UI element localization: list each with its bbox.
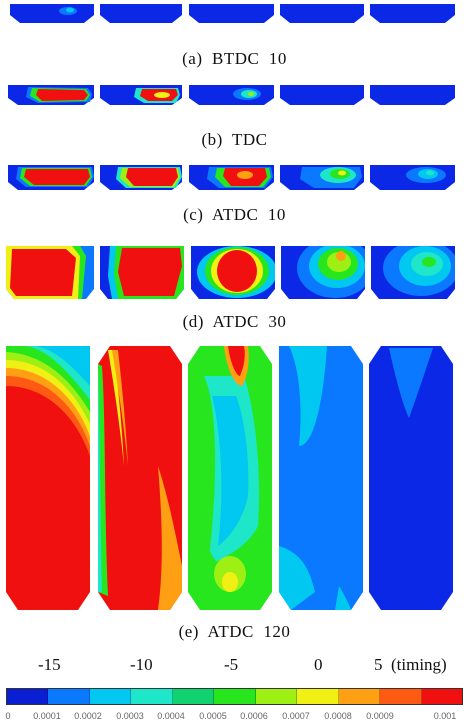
- contour-atdc10-timing-m5: [189, 165, 274, 190]
- color-scale-tick: 0.0008: [324, 711, 352, 721]
- caption-d: (d) ATDC 30: [182, 312, 287, 331]
- contour-atdc120-timing-0: [279, 346, 363, 610]
- color-scale-tick: 0.0001: [33, 711, 61, 721]
- caption-c: (c) ATDC 10: [183, 205, 286, 224]
- timing-label-m5: -5: [224, 655, 239, 674]
- timing-label-5: 5 (timing): [374, 655, 447, 674]
- contour-atdc120-timing-5: [369, 346, 453, 610]
- color-swatch: [131, 689, 173, 704]
- color-swatch: [214, 689, 256, 704]
- contour-btdc10-timing-m10: [100, 4, 182, 23]
- timing-label-0: 0: [314, 655, 323, 674]
- timing-label-m10: -10: [130, 655, 153, 674]
- contour-btdc10-timing-5: [370, 4, 455, 23]
- caption-a: (a) BTDC 10: [182, 49, 287, 68]
- color-swatch: [89, 689, 132, 704]
- color-swatch: [338, 689, 381, 704]
- caption-e: (e) ATDC 120: [178, 622, 291, 641]
- contour-tdc-timing-5: [370, 85, 455, 105]
- color-scale-tick: 0.0004: [157, 711, 185, 721]
- caption-b: (b) TDC: [201, 130, 268, 149]
- color-scale-bar: [6, 688, 463, 705]
- color-swatch: [255, 689, 298, 704]
- color-swatch: [380, 689, 422, 704]
- contour-atdc120-timing-m10: [98, 346, 182, 610]
- contour-atdc30-timing-5: [371, 246, 455, 299]
- contour-atdc30-timing-m5: [191, 246, 275, 299]
- contour-tdc-timing-m10: [100, 85, 182, 105]
- contour-btdc10-timing-m15: [10, 4, 94, 23]
- contour-atdc30-timing-m15: [6, 246, 94, 299]
- color-swatch: [172, 689, 215, 704]
- color-scale-tick: 0.0006: [240, 711, 268, 721]
- contour-atdc30-timing-0: [281, 246, 365, 299]
- color-scale-tick: 0.0009: [366, 711, 394, 721]
- color-scale-tick: 0.0003: [116, 711, 144, 721]
- contour-btdc10-timing-0: [280, 4, 364, 23]
- color-swatch: [7, 689, 49, 704]
- contour-tdc-timing-0: [280, 85, 364, 105]
- contour-atdc120-timing-m15: [6, 346, 90, 610]
- contour-atdc30-timing-m10: [100, 246, 184, 299]
- contour-tdc-timing-m5: [189, 85, 274, 105]
- contour-atdc10-timing-m10: [100, 165, 182, 190]
- contour-atdc10-timing-m15: [8, 165, 94, 190]
- color-scale-tick: 0: [5, 711, 11, 721]
- color-scale-tick: 0.0007: [282, 711, 310, 721]
- color-scale-tick: 0.0002: [74, 711, 102, 721]
- color-scale-tick: 0.0005: [199, 711, 227, 721]
- contour-atdc120-timing-m5: [188, 346, 272, 610]
- timing-label-m15: -15: [38, 655, 61, 674]
- color-swatch: [48, 689, 90, 704]
- color-scale-tick: 0.001: [433, 711, 457, 721]
- color-swatch: [297, 689, 339, 704]
- color-swatch: [421, 689, 462, 704]
- contour-atdc10-timing-5: [370, 165, 455, 190]
- contour-atdc10-timing-0: [280, 165, 364, 190]
- contour-btdc10-timing-m5: [189, 4, 274, 23]
- contour-tdc-timing-m15: [8, 85, 94, 105]
